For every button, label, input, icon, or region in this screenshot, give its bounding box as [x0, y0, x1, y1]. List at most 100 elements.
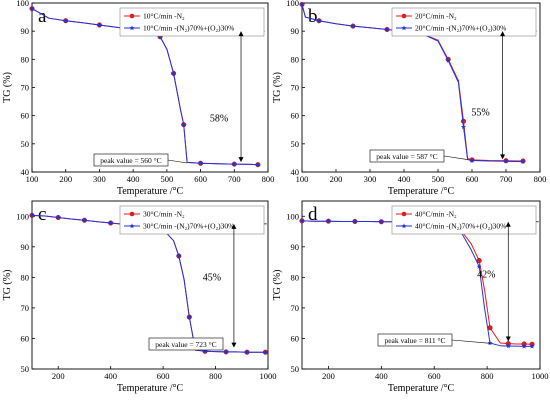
- data-point: [55, 214, 61, 220]
- data-point: [202, 348, 208, 354]
- x-tick-label: 300: [93, 174, 106, 184]
- data-point: [326, 218, 331, 224]
- x-tick-label: 200: [322, 371, 335, 381]
- data-point: [505, 343, 511, 349]
- data-point: [476, 264, 482, 269]
- data-point: [82, 217, 87, 223]
- y-tick-label: 40: [21, 167, 30, 177]
- data-point: [487, 340, 493, 346]
- data-point: [461, 124, 466, 129]
- data-point: [299, 218, 305, 223]
- legend-entry: 30°C/min -N₂: [143, 210, 185, 219]
- x-tick-label: 200: [330, 174, 343, 184]
- x-tick-label: 400: [375, 371, 388, 381]
- peak-callout-text: peak value = 811 °C: [384, 336, 445, 345]
- panel-b: 100 200 300 400 500 600 700 800 40 50 60 70 80 90 100 T…: [272, 0, 546, 197]
- y-tick-label: 60: [291, 111, 300, 121]
- data-point: [521, 343, 527, 349]
- y-tick-label: 100: [286, 211, 299, 221]
- arrow-head-up: [238, 31, 244, 37]
- series-line-n2-o2: [31, 214, 266, 353]
- y-tick-label: 80: [291, 54, 300, 64]
- y-tick-label: 100: [16, 211, 29, 221]
- panel-letter: c: [38, 204, 46, 225]
- series-line-n2: [301, 220, 533, 345]
- y-tick-label: 50: [21, 364, 30, 374]
- arrow-head-up: [500, 31, 506, 37]
- x-tick-label: 100: [26, 174, 39, 184]
- y-axis-label: TG (%): [2, 72, 13, 103]
- data-point: [476, 258, 482, 264]
- x-tick-label: 400: [127, 174, 140, 184]
- y-tick-label: 70: [21, 303, 30, 313]
- y-tick-label: 90: [21, 26, 30, 36]
- data-point: [520, 159, 526, 164]
- y-tick-label: 90: [291, 242, 300, 252]
- x-tick-label: 800: [534, 174, 547, 184]
- plot-frame: [301, 200, 541, 370]
- mass-loss-label: 55%: [471, 108, 489, 119]
- callout-leader: [167, 159, 188, 164]
- y-tick-label: 70: [291, 303, 300, 313]
- mass-loss-label: 58%: [210, 113, 228, 124]
- legend-marker: [401, 25, 407, 31]
- x-tick-label: 500: [432, 174, 445, 184]
- legend-box: [119, 7, 265, 37]
- data-point: [262, 349, 268, 355]
- data-point: [171, 70, 177, 76]
- peak-callout-text: peak value = 587 °C: [376, 152, 437, 161]
- x-tick-label: 600: [194, 174, 207, 184]
- plot-frame: [31, 200, 269, 370]
- panel-c: 200 400 600 800 1000 50 60 70 80 90 100 Temperature…: [2, 200, 277, 394]
- legend-marker: [401, 211, 407, 217]
- peak-callout-text: peak value = 723 °C: [155, 340, 216, 349]
- data-point: [29, 212, 35, 218]
- legend-entry: 10°C/min -N₂: [143, 12, 185, 21]
- x-axis-label: Temperature /°C: [117, 383, 184, 394]
- panel-letter: d: [308, 204, 318, 225]
- y-tick-label: 80: [291, 272, 300, 282]
- x-tick-label: 800: [262, 174, 275, 184]
- legend-marker: [401, 223, 407, 229]
- data-point: [223, 349, 229, 354]
- peak-callout-box: [369, 149, 445, 163]
- data-point: [529, 343, 535, 349]
- y-axis-label: TG (%): [272, 72, 283, 103]
- legend-entry: 20°C/min -N₂: [415, 12, 457, 21]
- peak-callout-box: [148, 337, 224, 351]
- series-line-n2-o2: [301, 220, 533, 347]
- data-point: [352, 218, 358, 224]
- panel-letter: b: [308, 6, 318, 27]
- panel-d: 200 400 600 800 1000 50 60 70 80 90 100 Temperature…: [272, 200, 549, 394]
- legend-box: [119, 205, 265, 235]
- y-tick-label: 60: [21, 333, 30, 343]
- data-point: [176, 253, 182, 259]
- peak-callout-box: [93, 153, 169, 167]
- series-line-n2-o2: [301, 4, 524, 163]
- y-tick-label: 50: [291, 139, 300, 149]
- data-point: [384, 26, 390, 32]
- peak-callout-box: [377, 333, 453, 347]
- x-tick-label: 500: [160, 174, 173, 184]
- series-line-n2-o2: [31, 8, 258, 166]
- x-tick-label: 100: [296, 174, 309, 184]
- panel-letter: a: [38, 6, 47, 27]
- legend-marker: [129, 13, 135, 19]
- series-line-n2: [31, 214, 266, 353]
- mass-loss-label: 42%: [477, 269, 495, 280]
- legend-entry: 40°C/min -N₂: [415, 210, 457, 219]
- x-tick-label: 700: [500, 174, 513, 184]
- data-point: [350, 23, 356, 29]
- legend-entry: 20°C/min -(N₂)70%+(O₂)30%: [415, 24, 506, 33]
- legend-entry: 30°C/min -(N₂)70%+(O₂)30%: [143, 222, 234, 231]
- arrow-head-up: [231, 223, 237, 229]
- y-axis-label: TG (%): [2, 270, 13, 301]
- y-tick-label: 100: [16, 0, 29, 8]
- x-tick-label: 800: [481, 371, 494, 381]
- data-point: [503, 158, 509, 164]
- data-point: [97, 22, 102, 28]
- x-tick-label: 600: [466, 174, 479, 184]
- x-tick-label: 400: [398, 174, 411, 184]
- callout-leader: [443, 155, 468, 160]
- data-point: [316, 18, 322, 23]
